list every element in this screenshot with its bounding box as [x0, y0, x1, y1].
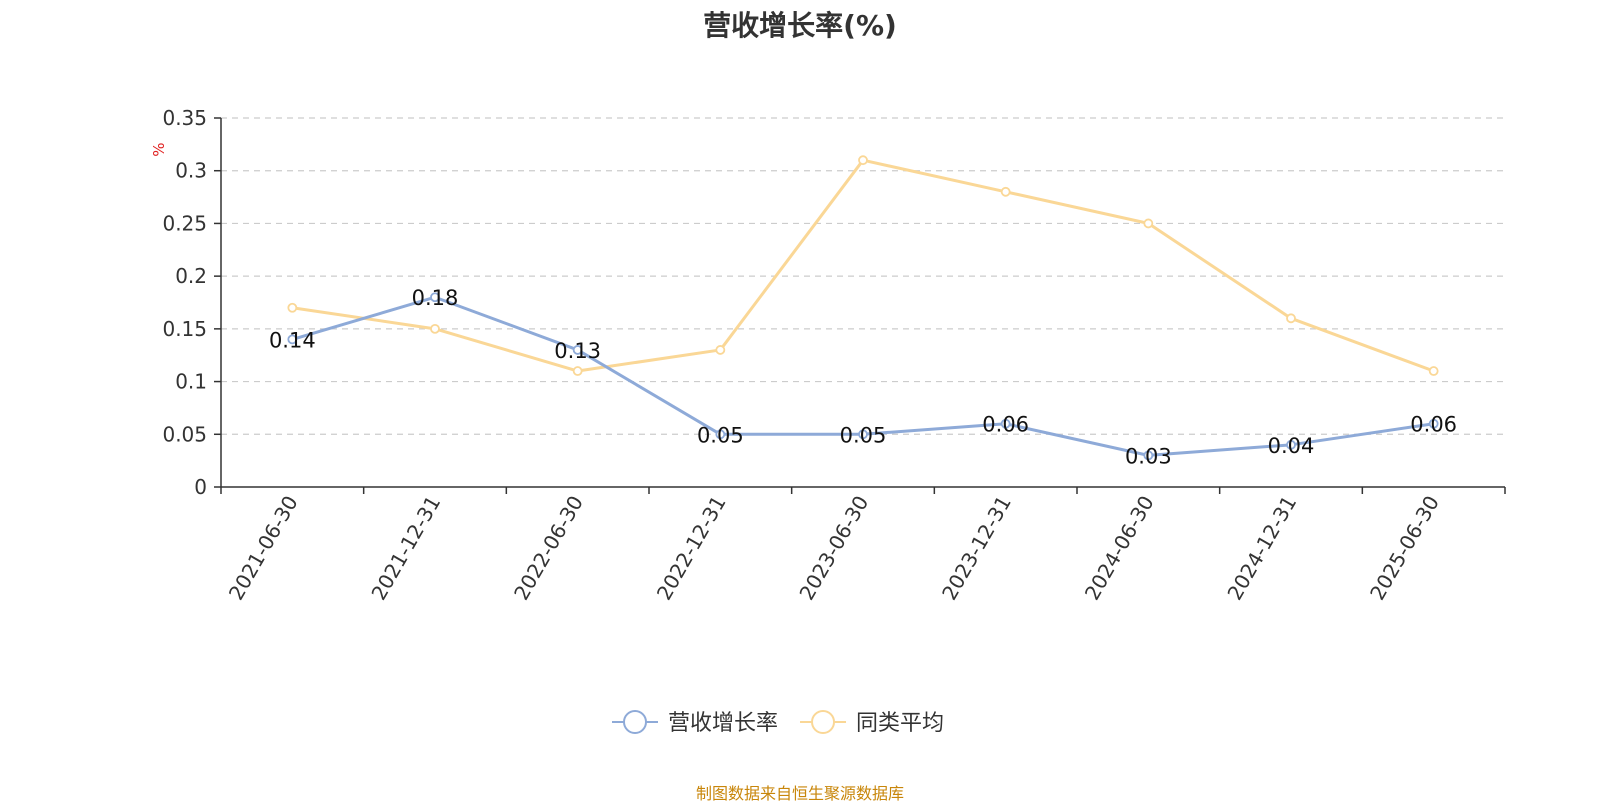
y-tick-label: 0.05 — [162, 422, 207, 446]
data-point[interactable] — [1000, 418, 1011, 429]
x-tick-label: 2023-06-30 — [794, 492, 873, 605]
legend-marker — [811, 710, 836, 734]
y-tick-label: 0.3 — [175, 159, 207, 183]
x-tick-label: 2023-12-31 — [937, 492, 1016, 605]
y-tick-label: 0.1 — [175, 370, 207, 394]
data-point[interactable] — [572, 366, 583, 376]
data-point[interactable] — [858, 155, 868, 166]
y-axis-label: % — [150, 142, 168, 156]
data-point[interactable] — [430, 292, 440, 303]
legend-item-1[interactable]: 营收增长率 — [668, 711, 778, 736]
data-point[interactable] — [1143, 218, 1154, 229]
x-tick-label: 2024-12-31 — [1222, 492, 1301, 605]
data-label: 0.03 — [1125, 444, 1172, 468]
data-point[interactable] — [1000, 186, 1011, 197]
data-point[interactable] — [1428, 366, 1439, 376]
legend-marker — [623, 710, 647, 734]
data-label: 0.05 — [697, 423, 744, 447]
data-labels: 0.14 0.18 0.13 0.05 0.05 0.06 0.03 0.04 0.06 — [269, 286, 1457, 468]
x-tick-label: 2025-06-30 — [1365, 492, 1444, 605]
data-point[interactable] — [287, 302, 298, 313]
y-tick-label: 0 — [194, 475, 207, 499]
data-point[interactable] — [1286, 439, 1296, 450]
data-point[interactable] — [715, 429, 726, 440]
y-tick-label: 0.25 — [162, 211, 207, 235]
data-point[interactable] — [430, 323, 440, 334]
data-label: 0.06 — [1410, 413, 1457, 437]
x-tick-label: 2021-12-31 — [366, 492, 445, 605]
series-lines — [287, 155, 1439, 461]
series-line — [292, 158, 1435, 373]
data-label: 0.18 — [412, 286, 459, 310]
legend[interactable]: 营收增长率 同类平均 — [612, 710, 944, 736]
data-point[interactable] — [287, 334, 298, 345]
data-point[interactable] — [1428, 418, 1439, 429]
line-chart: 0 0.05 0.1 0.15 0.2 0.25 0.3 0.35% 2021-06-30 202… — [150, 106, 1506, 736]
grid-lines — [221, 117, 1505, 435]
y-tick-label: 0.35 — [162, 106, 207, 130]
data-point[interactable] — [858, 429, 868, 440]
data-label: 0.13 — [554, 339, 601, 363]
x-tick-label: 2024-06-30 — [1080, 492, 1159, 605]
x-tick-label: 2022-06-30 — [509, 492, 588, 605]
data-label: 0.05 — [840, 423, 887, 447]
axes: 0 0.05 0.1 0.15 0.2 0.25 0.3 0.35% 2021-06-30 202… — [150, 106, 1506, 605]
chart-title: 营收增长率(%) — [703, 9, 897, 42]
data-point[interactable] — [1286, 313, 1296, 324]
data-label: 0.04 — [1268, 434, 1315, 458]
x-tick-label: 2021-06-30 — [224, 492, 303, 605]
data-label: 0.06 — [982, 413, 1029, 437]
data-point[interactable] — [572, 345, 583, 355]
y-tick-label: 0.2 — [175, 264, 207, 288]
y-tick-label: 0.15 — [162, 317, 207, 341]
data-point[interactable] — [715, 345, 726, 355]
source-note: 制图数据来自恒生聚源数据库 — [695, 784, 904, 803]
legend-item-2[interactable]: 同类平均 — [856, 711, 944, 736]
data-label: 0.14 — [269, 328, 316, 352]
data-point[interactable] — [1143, 450, 1154, 461]
x-tick-label: 2022-12-31 — [652, 492, 731, 605]
